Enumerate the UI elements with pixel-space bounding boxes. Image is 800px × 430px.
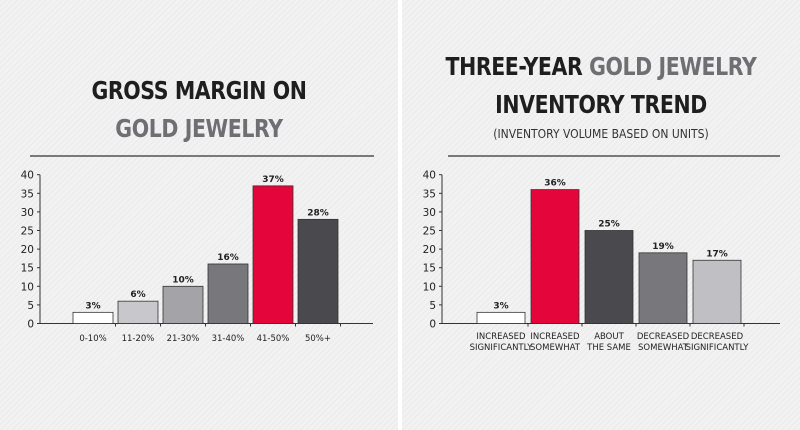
category-label: ABOUT THE SAME xyxy=(586,332,631,353)
data-label: 19% xyxy=(652,242,674,252)
y-tick-label: 0 xyxy=(27,319,34,331)
data-label: 37% xyxy=(262,175,284,185)
data-label: 3% xyxy=(85,301,100,311)
data-label: 17% xyxy=(706,249,728,259)
y-tick-label: 25 xyxy=(21,226,34,238)
y-tick-label: 30 xyxy=(21,207,34,219)
right-chart-title-line2: Inventory Trend xyxy=(495,90,707,119)
category-label: DECREASED SIGNIFICANTLY xyxy=(686,332,750,353)
y-tick-label: 25 xyxy=(423,226,436,238)
bar xyxy=(476,311,526,324)
category-label: 41-50% xyxy=(257,334,290,344)
bar xyxy=(584,230,634,324)
y-tick-label: 20 xyxy=(21,244,34,256)
data-label: 6% xyxy=(130,290,145,300)
right-chart-panel: Three-Year Gold Jewelry Inventory Trend … xyxy=(402,0,800,430)
data-label: 25% xyxy=(598,220,620,230)
gross-margin-bar-chart: 0 5 10 15 20 25 30 35 40 3% 0-10% 6% 11-20% 10% 21-30%… xyxy=(21,155,374,344)
category-label: 0-10% xyxy=(79,334,106,344)
bar xyxy=(530,189,580,324)
right-chart-subtitle: (Inventory volume based on units) xyxy=(493,127,709,141)
y-tick-label: 30 xyxy=(423,207,436,219)
category-label: 11-20% xyxy=(122,334,155,344)
right-chart-title-highlight: Gold Jewelry xyxy=(589,52,757,81)
data-label: 16% xyxy=(217,253,239,263)
bar xyxy=(72,311,114,324)
bar xyxy=(117,300,159,324)
y-tick-label: 15 xyxy=(21,263,34,275)
bar xyxy=(162,285,204,324)
right-chart-title-line1: Three-Year Gold Jewelry xyxy=(438,52,764,82)
y-tick-label: 35 xyxy=(21,188,34,200)
inventory-trend-bar-chart: 0 5 10 15 20 25 30 35 40 3% INCREASED SIGNIFICANTLY… xyxy=(423,155,780,353)
category-label: DECREASED SOMEWHAT xyxy=(637,332,690,353)
y-tick-label: 10 xyxy=(21,281,34,293)
y-tick-label: 40 xyxy=(21,170,34,182)
bar xyxy=(297,218,339,324)
category-label: INCREASED SIGNIFICANTLY xyxy=(470,332,534,353)
right-chart-title-prefix: Three-Year xyxy=(445,52,583,81)
bar xyxy=(252,185,294,324)
y-tick-label: 15 xyxy=(423,263,436,275)
data-label: 10% xyxy=(172,275,194,285)
left-chart-title-line2: Gold Jewelry xyxy=(115,114,283,143)
y-tick-label: 40 xyxy=(423,170,436,182)
y-tick-label: 5 xyxy=(429,300,436,312)
y-tick-label: 20 xyxy=(423,244,436,256)
category-label: 31-40% xyxy=(212,334,245,344)
data-label: 3% xyxy=(493,301,508,311)
data-label: 28% xyxy=(307,208,329,218)
category-label: 21-30% xyxy=(167,334,200,344)
y-tick-label: 10 xyxy=(423,281,436,293)
y-tick-label: 0 xyxy=(429,319,436,331)
y-tick-label: 5 xyxy=(27,300,34,312)
left-chart-panel: Gross Margin on Gold Jewelry 0 5 10 15 20 25 3… xyxy=(0,0,398,430)
category-label: INCREASED SOMEWHAT xyxy=(530,332,581,353)
category-label: 50%+ xyxy=(305,334,331,344)
data-label: 36% xyxy=(544,179,566,189)
y-tick-label: 35 xyxy=(423,188,436,200)
bar xyxy=(207,263,249,324)
bar xyxy=(638,252,688,324)
bar xyxy=(692,259,742,324)
left-chart-title-line1: Gross Margin on xyxy=(91,76,307,105)
